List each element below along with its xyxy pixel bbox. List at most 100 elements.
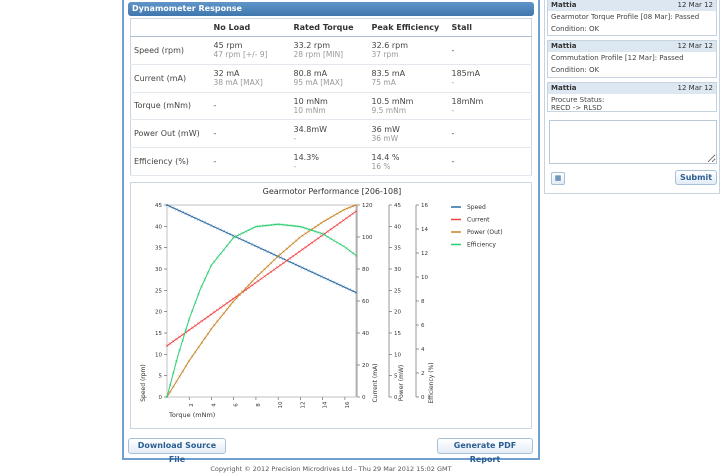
series-marker (187, 318, 191, 321)
series-marker (200, 341, 204, 345)
comment-author: Mattia (551, 84, 577, 92)
cell-spec: - (451, 78, 455, 88)
series-marker (219, 306, 222, 310)
x-tick-label: 10 (278, 401, 284, 408)
series-marker (216, 319, 219, 323)
series-marker (216, 308, 219, 312)
cell-value: 33.2 rpm (293, 41, 331, 51)
download-source-button[interactable]: Download Source File (128, 438, 226, 464)
comment-date: 12 Mar 12 (677, 84, 713, 92)
x-tick-label: 8 (256, 403, 262, 407)
series-marker (200, 284, 204, 288)
series-marker (200, 219, 204, 223)
dynamometer-table: No Load Rated Torque Peak Efficiency Sta… (130, 18, 532, 176)
series-marker (348, 214, 352, 218)
series-marker (323, 276, 326, 280)
series-marker (181, 210, 185, 214)
y-tick-label: 100 (362, 235, 373, 241)
series-marker (338, 283, 342, 287)
series-marker (342, 218, 345, 222)
table-header-row: No Load Rated Torque Peak Efficiency Sta… (130, 18, 532, 37)
row-label: Power Out (mW) (130, 119, 211, 149)
series-marker (316, 230, 320, 234)
y-tick-label: 45 (394, 203, 401, 209)
y-tick-label: 2 (421, 371, 425, 377)
comment-textarea[interactable] (549, 120, 717, 164)
series-marker (294, 224, 298, 228)
series-marker (345, 207, 348, 211)
cell-spec: 95 mA [MAX] (293, 78, 343, 88)
legend-label: Efficiency (467, 242, 496, 249)
chart-container: Gearmotor Performance [206-108] 2 4 6 8 10 12 1… (130, 182, 532, 429)
series-marker (241, 290, 244, 293)
series-marker (304, 232, 307, 235)
series-marker (335, 241, 339, 244)
series-marker (279, 256, 282, 259)
y-tick-label: 20 (394, 310, 401, 316)
table-cell: 33.2 rpm 28 rpm [MIN] (290, 36, 369, 65)
series-marker (354, 210, 358, 213)
series-marker (184, 364, 188, 368)
table-cell: - (448, 119, 532, 149)
series-marker (338, 242, 342, 246)
series-marker (168, 383, 172, 387)
series-marker (351, 212, 355, 216)
series-marker (253, 244, 257, 248)
series-marker (307, 227, 311, 231)
y-tick-label: 15 (155, 331, 162, 337)
y-tick-label: 40 (394, 224, 401, 230)
comments-sidebar: Mattia 12 Mar 12 Gearmotor Torque Profil… (544, 0, 720, 194)
table-cell: - (210, 92, 291, 121)
y-tick-label: 5 (394, 374, 398, 380)
series-marker (181, 369, 185, 373)
series-marker (203, 278, 207, 281)
y-tick-label: 0 (421, 395, 425, 401)
series-marker (272, 268, 276, 272)
series-marker (288, 224, 292, 227)
series-marker (209, 264, 213, 268)
series-marker (301, 225, 304, 229)
series-marker (175, 337, 178, 341)
series-marker (263, 267, 267, 271)
series-marker (203, 336, 207, 340)
submit-button[interactable]: Submit (675, 170, 717, 185)
series-marker (187, 359, 191, 363)
series-marker (288, 244, 292, 248)
y-tick-label: 5 (159, 374, 163, 380)
series-marker (304, 267, 307, 271)
series-marker (351, 251, 355, 255)
series-marker (256, 273, 260, 277)
series-marker (222, 248, 226, 252)
series-marker (165, 203, 169, 207)
comment-header: Mattia 12 Mar 12 (548, 41, 716, 52)
cell-value: 18mNm (451, 96, 484, 106)
series-marker (168, 205, 172, 208)
table-row: Speed (rpm) 45 rpm 47 rpm [+/- 9] 33.2 rpm 2… (130, 36, 532, 65)
series-marker (197, 346, 200, 349)
calendar-icon[interactable]: ▦ (551, 172, 565, 185)
series-line (166, 204, 357, 398)
series-marker (212, 260, 216, 263)
y-tick-label: 25 (155, 288, 162, 294)
series-marker (209, 224, 213, 227)
series-marker (193, 301, 197, 304)
series-marker (275, 222, 279, 226)
generate-pdf-button[interactable]: Generate PDF Report (437, 438, 533, 464)
table-cell: - (210, 119, 291, 149)
series-marker (244, 230, 248, 233)
y-tick-label: 35 (394, 246, 401, 252)
series-marker (288, 257, 292, 260)
y-tick-label: 0 (362, 395, 366, 401)
cell-spec: - (293, 133, 297, 143)
series-marker (354, 203, 358, 207)
comment-body: Gearmotor Torque Profile [08 Mar]: Passe… (548, 11, 716, 36)
series-marker (329, 215, 333, 219)
row-label: Current (mA) (130, 64, 211, 93)
cell-spec: 75 mA (371, 78, 396, 88)
series-marker (313, 272, 317, 275)
series-marker (275, 255, 279, 259)
cell-spec: - (451, 105, 455, 115)
table-cell: 32 mA 38 mA [MAX] (210, 64, 291, 93)
series-marker (175, 207, 178, 211)
